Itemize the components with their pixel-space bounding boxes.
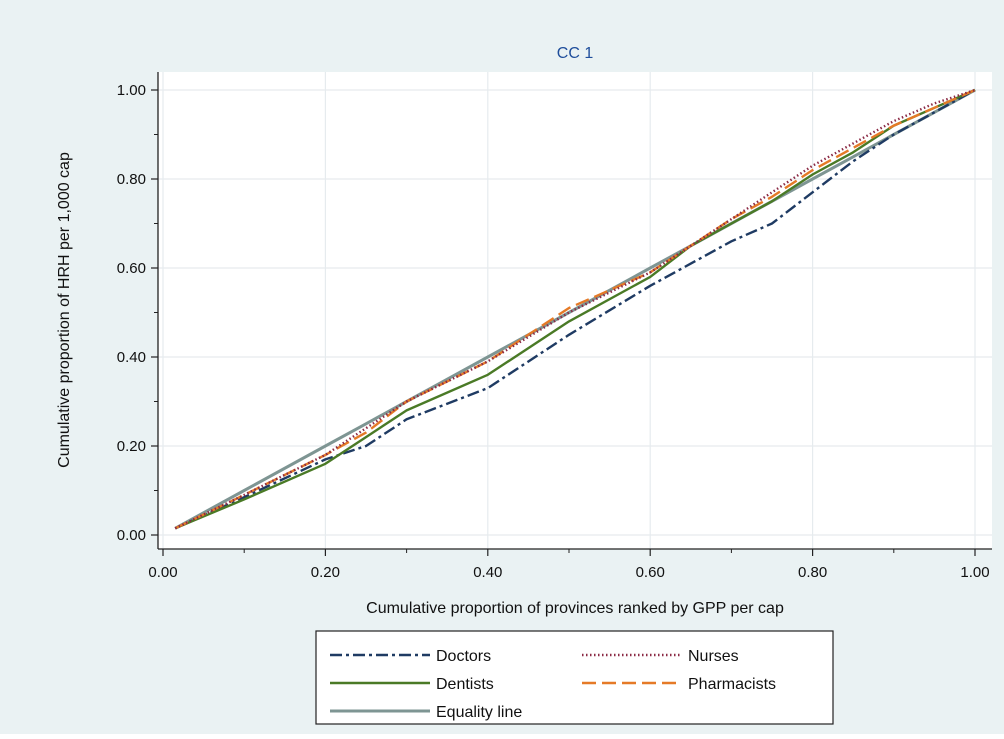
y-tick-label: 1.00: [117, 82, 146, 99]
legend: Doctors Nurses Dentists Pharmacists Equality…: [315, 630, 834, 725]
chart-title: CC 1: [557, 45, 594, 62]
y-tick-label: 0.00: [117, 527, 146, 544]
grid-lines: [158, 72, 992, 549]
y-tick-label: 0.20: [117, 438, 146, 455]
x-tick-label: 1.00: [960, 564, 989, 581]
legend-label: Doctors: [436, 648, 491, 665]
x-tick-label: 0.80: [798, 564, 827, 581]
y-tick-label: 0.40: [117, 349, 146, 366]
series-line-doctors: [174, 88, 976, 530]
legend-label: Nurses: [688, 648, 739, 665]
axes: 0.00 0.20 0.40 0.60 0.80 1.00 0.00 0.20 0.40 0.60…: [117, 72, 992, 581]
x-tick-label: 0.40: [473, 564, 502, 581]
series-line-nurses: [174, 88, 976, 530]
x-axis-label: Cumulative proportion of provinces ranke…: [366, 600, 784, 617]
legend-box: [315, 630, 834, 725]
legend-label: Dentists: [436, 676, 494, 693]
series-line-equality-line: [174, 88, 976, 530]
y-tick-label: 0.60: [117, 260, 146, 277]
y-tick-label: 0.80: [117, 171, 146, 188]
x-tick-label: 0.20: [311, 564, 340, 581]
y-axis-label: Cumulative proportion of HRH per 1,000 c…: [56, 152, 73, 468]
series-lines: [174, 88, 976, 530]
series-line-dentists: [174, 88, 976, 530]
legend-label: Equality line: [436, 704, 522, 721]
x-tick-label: 0.60: [636, 564, 665, 581]
x-tick-label: 0.00: [148, 564, 177, 581]
legend-label: Pharmacists: [688, 676, 776, 693]
